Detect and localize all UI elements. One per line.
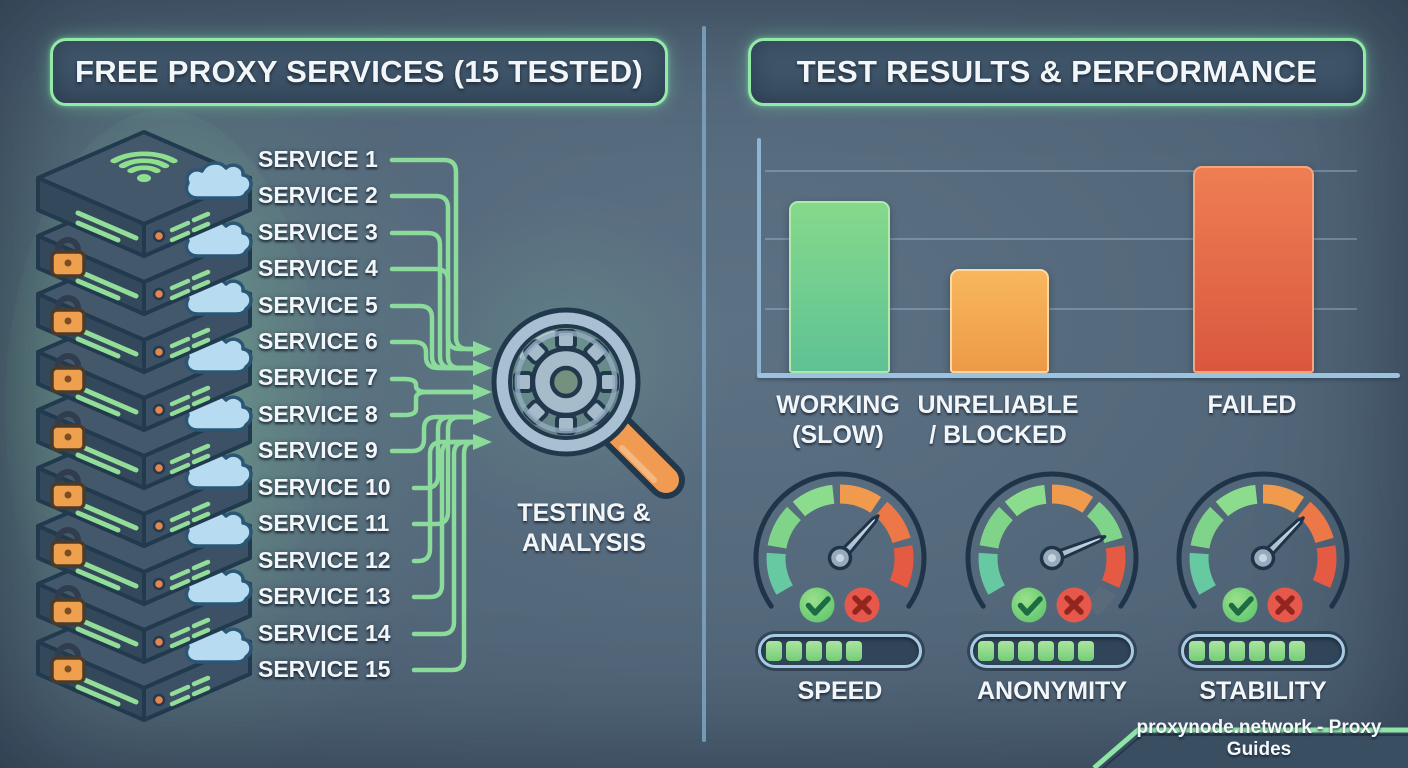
progress-segment — [1189, 641, 1205, 661]
service-label: SERVICE 13 — [258, 583, 391, 609]
progress-segment — [806, 641, 822, 661]
check-icon — [1011, 587, 1047, 623]
left-title-text: FREE PROXY SERVICES (15 TESTED) — [74, 54, 644, 89]
progress-segment — [998, 641, 1014, 661]
left-panel-title: FREE PROXY SERVICES (15 TESTED) — [50, 38, 668, 106]
service-label: SERVICE 10 — [258, 474, 391, 500]
magnifier-gear-icon — [491, 307, 685, 499]
gauge-needle — [1039, 535, 1107, 571]
bar-label-working: WORKING (SLOW) — [776, 391, 900, 449]
wifi-icon — [110, 151, 178, 183]
gauge-card-speed: SPEED — [745, 470, 935, 706]
service-label: SERVICE 1 — [258, 146, 378, 172]
service-label: SERVICE 9 — [258, 437, 378, 463]
progress-segment — [1078, 641, 1094, 661]
service-label: SERVICE 12 — [258, 547, 391, 573]
magnifier-handle — [597, 411, 685, 499]
gauge-label: ANONYMITY — [977, 677, 1127, 705]
gridline — [765, 170, 1357, 172]
progress-segment — [826, 641, 842, 661]
service-label: SERVICE 14 — [258, 620, 391, 646]
server-stack-illustration — [5, 110, 321, 745]
progress-segment — [1058, 641, 1074, 661]
check-icon — [799, 587, 835, 623]
right-panel-title: TEST RESULTS & PERFORMANCE — [748, 38, 1366, 106]
service-label: SERVICE 15 — [258, 656, 391, 682]
progress-bar — [970, 634, 1134, 668]
progress-bar — [758, 634, 922, 668]
bar-chart — [757, 138, 1400, 378]
bar-unreliable — [950, 269, 1049, 373]
service-label: SERVICE 3 — [258, 219, 378, 245]
bar-label-failed: FAILED — [1207, 391, 1297, 419]
service-label: SERVICE 8 — [258, 401, 378, 427]
gauge-card-stability: STABILITY — [1168, 470, 1358, 706]
arrow-icon — [473, 341, 492, 450]
gauge-icon — [965, 471, 1139, 623]
progress-segment — [1209, 641, 1225, 661]
bar-failed — [1193, 166, 1314, 373]
bar-working — [789, 201, 890, 373]
progress-segment — [786, 641, 802, 661]
gridline — [765, 238, 1357, 240]
progress-segment — [846, 641, 862, 661]
progress-segment — [1229, 641, 1245, 661]
gauge-needle — [1250, 516, 1305, 571]
progress-segment — [978, 641, 994, 661]
x-icon — [844, 587, 880, 623]
x-axis — [757, 373, 1400, 378]
gauge-icon — [1176, 471, 1350, 623]
x-icon — [1056, 587, 1092, 623]
service-label: SERVICE 7 — [258, 364, 378, 390]
connector-lines — [389, 157, 492, 673]
check-icon — [1222, 587, 1258, 623]
testing-analysis-caption: TESTING & ANALYSIS — [517, 499, 651, 557]
footer-banner — [1092, 727, 1408, 768]
progress-segment — [1038, 641, 1054, 661]
footer-text: proxynode.network - Proxy Guides — [1136, 717, 1382, 760]
panel-divider — [702, 26, 706, 742]
bar-label-unreliable: UNRELIABLE / BLOCKED — [917, 391, 1079, 449]
gauge-needle — [827, 514, 880, 571]
gauge-icon — [753, 471, 927, 623]
gauge-card-anonymity: ANONYMITY — [957, 470, 1147, 706]
progress-segment — [1018, 641, 1034, 661]
progress-segment — [766, 641, 782, 661]
service-label: SERVICE 11 — [258, 510, 390, 536]
progress-segment — [1249, 641, 1265, 661]
progress-bar — [1181, 634, 1345, 668]
progress-segment — [1289, 641, 1305, 661]
progress-segment — [1269, 641, 1285, 661]
service-label: SERVICE 4 — [258, 255, 378, 281]
y-axis — [757, 138, 761, 378]
gridline — [765, 308, 1357, 310]
service-label: SERVICE 5 — [258, 292, 378, 318]
gauge-label: SPEED — [797, 677, 883, 705]
right-title-text: TEST RESULTS & PERFORMANCE — [796, 54, 1318, 89]
service-label: SERVICE 6 — [258, 328, 378, 354]
gauge-label: STABILITY — [1199, 677, 1327, 705]
x-icon — [1267, 587, 1303, 623]
service-label: SERVICE 2 — [258, 182, 378, 208]
